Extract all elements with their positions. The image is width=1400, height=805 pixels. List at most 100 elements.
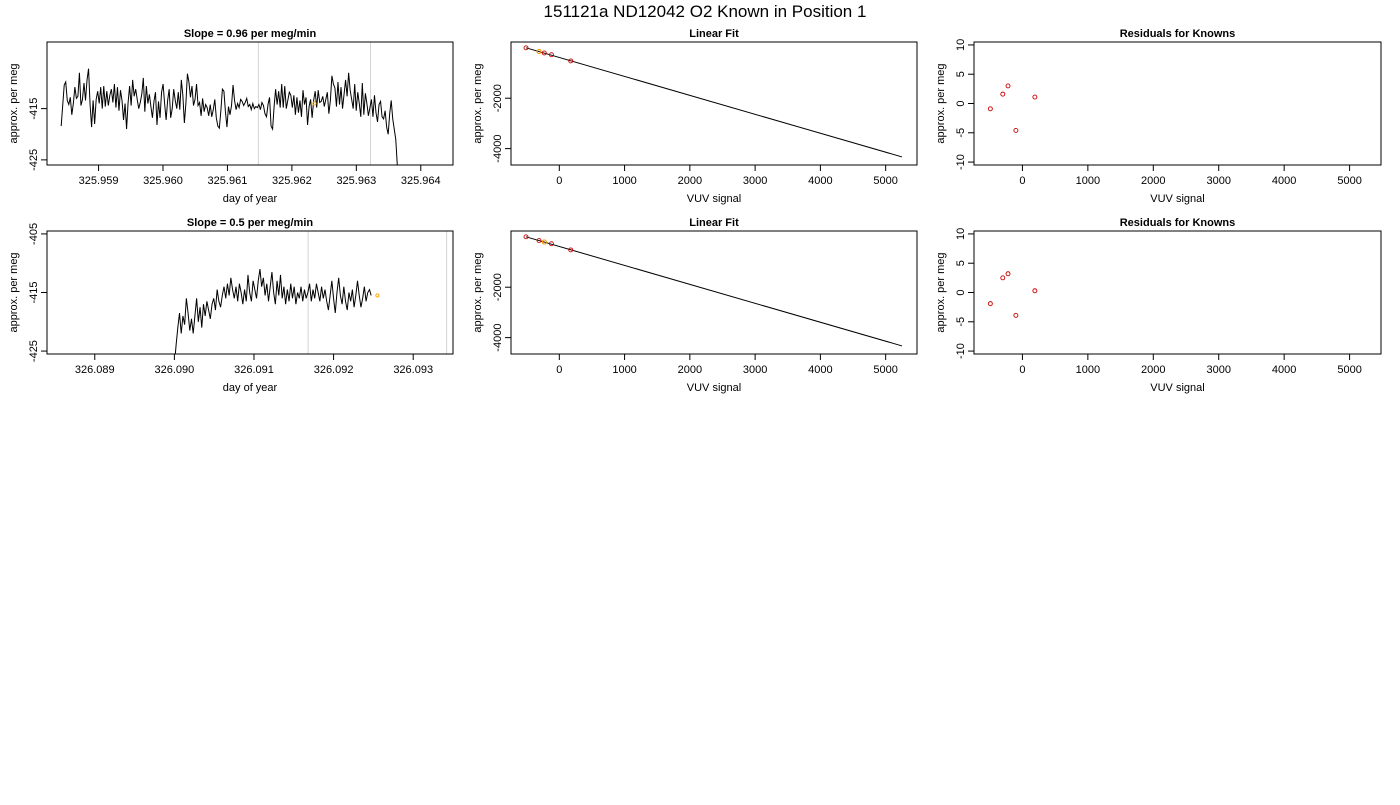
y-tick-label: 5 bbox=[955, 260, 967, 266]
panel-frame bbox=[46, 230, 454, 355]
panel-5: Linear Fit 0 1000 2000 3000 4000 5000 -2000 -400… bbox=[472, 217, 918, 394]
plot-region bbox=[987, 271, 1038, 318]
y-tick-label: -425 bbox=[28, 340, 40, 362]
panel-frame bbox=[510, 41, 918, 166]
highlight-point bbox=[541, 239, 547, 245]
x-axis-label: VUV signal bbox=[1150, 382, 1204, 394]
x-tick-label: 3000 bbox=[743, 364, 767, 376]
x-tick-label: 4000 bbox=[808, 364, 832, 376]
x-tick-label: 326.090 bbox=[154, 364, 194, 376]
x-tick-label: 325.964 bbox=[401, 175, 441, 187]
x-tick-label: 2000 bbox=[678, 175, 702, 187]
x-tick-label: 5000 bbox=[873, 364, 897, 376]
x-tick-label: 4000 bbox=[808, 175, 832, 187]
panel-2: Linear Fit 0 1000 2000 3000 4000 5000 -2000 -400… bbox=[472, 28, 918, 205]
data-point bbox=[1005, 271, 1011, 277]
panel-6: Residuals for Knowns 0 1000 2000 3000 4000 500… bbox=[935, 217, 1382, 394]
x-tick-label: 5000 bbox=[1337, 364, 1361, 376]
figure-title: 151121a ND12042 O2 Known in Position 1 bbox=[543, 2, 867, 21]
data-point bbox=[1032, 288, 1038, 294]
panel-frame bbox=[973, 230, 1382, 355]
y-tick-label: -4000 bbox=[492, 324, 504, 352]
x-tick-label: 325.963 bbox=[336, 175, 376, 187]
data-point bbox=[549, 52, 554, 58]
x-tick-label: 4000 bbox=[1272, 364, 1296, 376]
x-tick-label: 0 bbox=[556, 364, 562, 376]
x-tick-label: 5000 bbox=[1337, 175, 1361, 187]
y-tick-label: 10 bbox=[955, 39, 967, 51]
x-tick-label: 1000 bbox=[1076, 175, 1100, 187]
y-tick-label: 10 bbox=[955, 228, 967, 240]
x-tick-label: 4000 bbox=[1272, 175, 1296, 187]
panel-title: Residuals for Knowns bbox=[1120, 28, 1236, 40]
x-tick-label: 326.093 bbox=[393, 364, 433, 376]
x-tick-label: 325.960 bbox=[143, 175, 183, 187]
fit-line bbox=[525, 236, 903, 347]
plot-region bbox=[987, 83, 1038, 133]
x-tick-label: 326.091 bbox=[234, 364, 274, 376]
data-point bbox=[1032, 94, 1038, 100]
plot-region bbox=[523, 45, 903, 158]
x-tick-label: 0 bbox=[1019, 364, 1025, 376]
x-tick-label: 325.962 bbox=[272, 175, 312, 187]
y-axis-label: approx. per meg bbox=[935, 63, 947, 143]
data-line bbox=[60, 68, 398, 165]
x-tick-label: 2000 bbox=[1141, 364, 1165, 376]
y-axis-label: approx. per meg bbox=[472, 63, 484, 143]
data-point bbox=[1005, 83, 1011, 89]
y-tick-label: 0 bbox=[955, 100, 967, 106]
y-tick-label: -10 bbox=[955, 343, 967, 359]
x-tick-label: 326.089 bbox=[75, 364, 115, 376]
data-point bbox=[1013, 312, 1019, 318]
data-point bbox=[1013, 127, 1019, 133]
data-point bbox=[568, 247, 574, 253]
y-tick-label: -5 bbox=[955, 128, 967, 138]
y-tick-label: -425 bbox=[28, 149, 40, 171]
data-point bbox=[987, 106, 993, 112]
panel-4: Slope = 0.5 per meg/min 326.089 326.090 326… bbox=[8, 217, 454, 394]
data-line bbox=[174, 268, 372, 354]
panel-title: Linear Fit bbox=[689, 217, 739, 229]
x-tick-label: 325.959 bbox=[79, 175, 119, 187]
data-point bbox=[1000, 91, 1006, 97]
plot-region bbox=[523, 234, 903, 347]
data-point bbox=[541, 50, 547, 56]
x-tick-label: 326.092 bbox=[314, 364, 354, 376]
x-axis-label: VUV signal bbox=[687, 382, 741, 394]
y-tick-label: -2000 bbox=[492, 273, 504, 301]
y-tick-label: 0 bbox=[955, 289, 967, 295]
x-tick-label: 2000 bbox=[678, 364, 702, 376]
x-tick-label: 325.961 bbox=[208, 175, 248, 187]
x-tick-label: 3000 bbox=[1206, 175, 1230, 187]
data-point bbox=[523, 45, 529, 51]
panel-title: Slope = 0.96 per meg/min bbox=[184, 28, 317, 40]
data-point bbox=[1000, 275, 1006, 281]
x-tick-label: 1000 bbox=[612, 364, 636, 376]
x-tick-label: 1000 bbox=[612, 175, 636, 187]
y-tick-label: -10 bbox=[955, 154, 967, 170]
y-axis-label: approx. per meg bbox=[8, 252, 20, 332]
plot-region bbox=[60, 42, 398, 165]
fit-line bbox=[525, 47, 903, 158]
panel-frame bbox=[973, 41, 1382, 166]
data-point bbox=[536, 238, 542, 244]
y-tick-label: -415 bbox=[28, 98, 40, 120]
x-tick-label: 2000 bbox=[1141, 175, 1165, 187]
panel-title: Residuals for Knowns bbox=[1120, 217, 1236, 229]
data-point bbox=[568, 58, 574, 64]
y-tick-label: -4000 bbox=[492, 135, 504, 163]
panel-title: Slope = 0.5 per meg/min bbox=[187, 217, 314, 229]
panel-frame bbox=[510, 230, 918, 355]
y-tick-label: -2000 bbox=[492, 84, 504, 112]
x-axis-label: day of year bbox=[223, 193, 278, 205]
panel-1: Slope = 0.96 per meg/min 325.959 325.960 32… bbox=[8, 28, 454, 205]
data-point bbox=[523, 234, 529, 240]
data-point bbox=[987, 301, 993, 307]
data-point bbox=[549, 241, 554, 247]
y-tick-label: 5 bbox=[955, 71, 967, 77]
y-axis-label: approx. per meg bbox=[8, 63, 20, 143]
x-axis-label: VUV signal bbox=[687, 193, 741, 205]
x-tick-label: 0 bbox=[556, 175, 562, 187]
y-axis-label: approx. per meg bbox=[472, 252, 484, 332]
